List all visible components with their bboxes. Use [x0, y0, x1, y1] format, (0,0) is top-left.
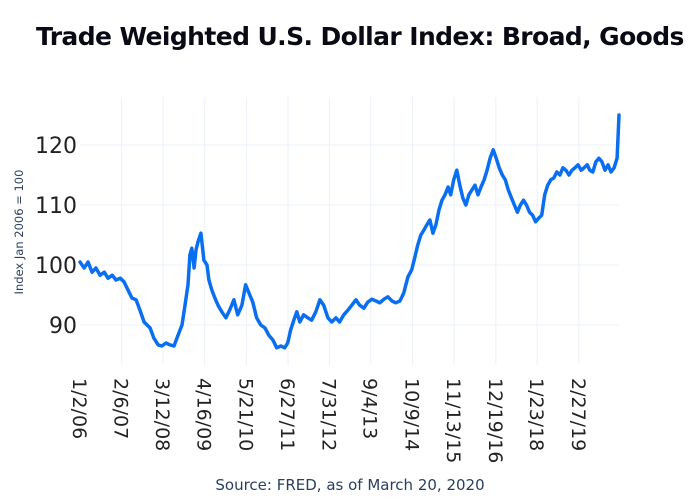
- chart-title: Trade Weighted U.S. Dollar Index: Broad,…: [36, 22, 684, 51]
- x-tick-label: 1/23/18: [525, 378, 547, 451]
- grid-layer: [80, 97, 619, 365]
- x-tick-label: 4/16/09: [193, 378, 215, 451]
- x-tick-label: 3/12/08: [151, 378, 173, 451]
- x-tick-label: 10/9/14: [400, 378, 422, 451]
- y-tick-label: 110: [35, 194, 77, 219]
- x-tick-labels: 1/2/06 2/6/07 3/12/08 4/16/09 5/21/10 6/27/11…: [68, 378, 589, 463]
- series-line: [78, 113, 621, 350]
- x-tick-label: 9/4/13: [359, 378, 381, 439]
- x-tick-label: 11/13/15: [442, 378, 464, 463]
- y-tick-label: 120: [35, 134, 77, 159]
- x-tick-label: 6/27/11: [276, 378, 298, 451]
- x-tick-label: 7/31/12: [317, 378, 339, 451]
- x-tick-label: 1/2/06: [68, 378, 90, 439]
- y-axis-label: Index Jan 2006 = 100: [12, 170, 26, 295]
- x-axis-source-label: Source: FRED, as of March 20, 2020: [215, 476, 484, 494]
- y-tick-label: 90: [49, 314, 77, 339]
- y-tick-labels: 90 100 110 120: [35, 134, 77, 339]
- x-tick-label: 5/21/10: [234, 378, 256, 451]
- x-tick-label: 2/6/07: [110, 378, 132, 439]
- y-tick-label: 100: [35, 254, 77, 279]
- x-tick-label: 2/27/19: [567, 378, 589, 451]
- x-tick-label: 12/19/16: [484, 378, 506, 463]
- line-layer: [78, 113, 621, 350]
